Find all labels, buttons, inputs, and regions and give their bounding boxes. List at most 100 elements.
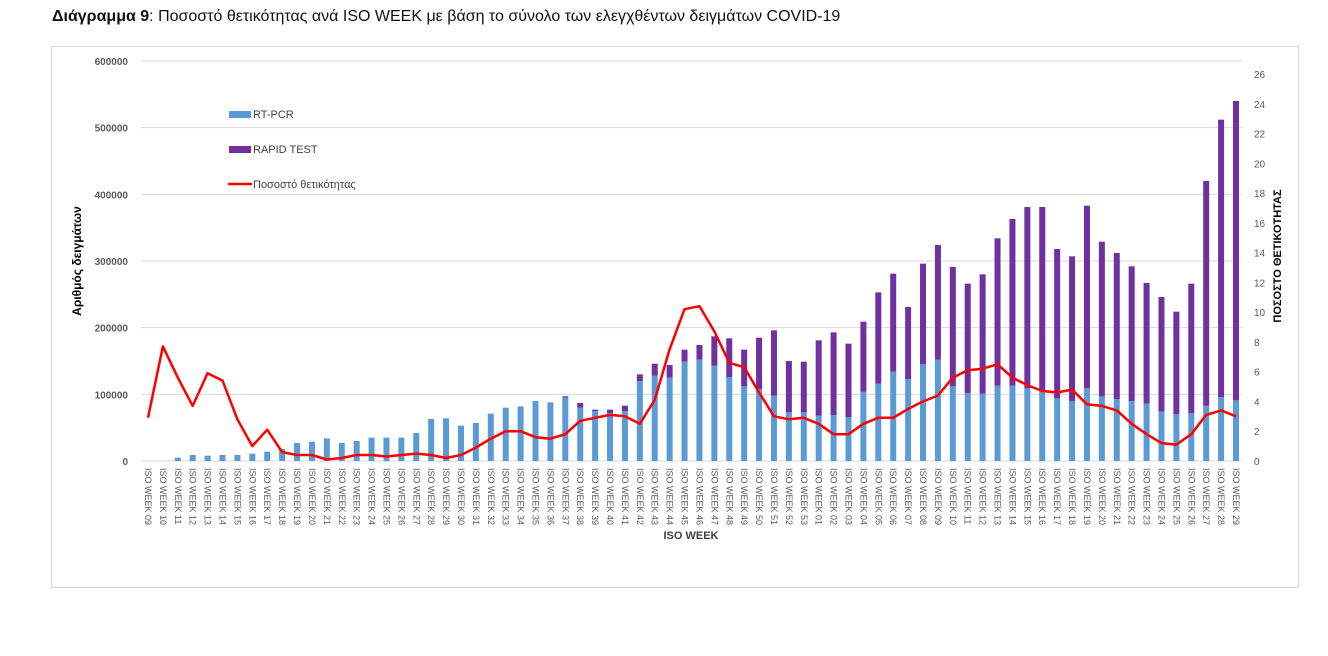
y2-tick-label: 22: [1254, 130, 1266, 141]
y2-tick-label: 26: [1254, 70, 1266, 81]
bar-rt-pcr: [1009, 385, 1016, 461]
bar-rapid-test: [1039, 207, 1046, 391]
x-tick-label: ISO WEEK 20: [1097, 468, 1107, 525]
x-tick-label: ISO WEEK 41: [620, 468, 630, 525]
bar-rapid-test: [666, 365, 673, 378]
y2-tick-label: 6: [1254, 368, 1260, 379]
x-tick-label: ISO WEEK 18: [1067, 468, 1077, 525]
bar-rapid-test: [756, 337, 763, 389]
bar-rt-pcr: [681, 361, 688, 461]
x-tick-label: ISO WEEK 51: [769, 468, 779, 525]
x-axis-ticks: ISO WEEK 09 ISO WEEK 10 ISO WEEK 11 ISO WEE…: [143, 468, 1241, 525]
x-tick-label: ISO WEEK 16: [247, 468, 257, 525]
x-tick-label: ISO WEEK 08: [918, 468, 928, 525]
x-tick-label: ISO WEEK 10: [948, 468, 958, 525]
bar-rapid-test: [890, 273, 897, 372]
x-tick-label: ISO WEEK 13: [203, 468, 213, 525]
y2-tick-label: 20: [1254, 159, 1266, 170]
legend-swatch-rt-pcr: [229, 111, 251, 118]
bar-rt-pcr: [905, 379, 912, 461]
bar-rapid-test: [1009, 219, 1016, 386]
bar-rapid-test: [785, 361, 792, 413]
y-tick-label: 400000: [95, 190, 129, 201]
x-tick-label: ISO WEEK 26: [396, 468, 406, 525]
x-tick-label: ISO WEEK 53: [799, 468, 809, 525]
bar-rt-pcr: [1039, 390, 1046, 461]
bar-rapid-test: [1143, 283, 1150, 404]
line-series: [146, 304, 1237, 461]
bar-rt-pcr: [1173, 414, 1180, 461]
x-tick-label: ISO WEEK 27: [411, 468, 421, 525]
y2-tick-label: 2: [1254, 427, 1260, 438]
x-tick-label: ISO WEEK 26: [1186, 468, 1196, 525]
y2-tick-label: 0: [1254, 457, 1260, 468]
bar-rapid-test: [1069, 256, 1076, 401]
bar-rt-pcr: [592, 411, 599, 461]
x-tick-label: ISO WEEK 47: [709, 468, 719, 525]
bar-rapid-test: [711, 336, 718, 366]
bar-rapid-test: [1054, 249, 1061, 399]
bar-rapid-test: [1233, 101, 1239, 401]
bar-rt-pcr: [457, 425, 464, 461]
y-tick-label: 600000: [95, 57, 129, 68]
x-tick-label: ISO WEEK 27: [1201, 468, 1211, 525]
bar-rt-pcr: [308, 441, 315, 461]
x-tick-label: ISO WEEK 24: [367, 468, 377, 525]
bar-rt-pcr: [920, 364, 927, 461]
bar-rapid-test: [905, 307, 912, 379]
x-tick-label: ISO WEEK 01: [814, 468, 824, 525]
bar-rapid-test: [830, 332, 837, 415]
bar-rt-pcr: [398, 437, 405, 461]
x-tick-label: ISO WEEK 44: [665, 468, 675, 525]
bar-rt-pcr: [323, 438, 330, 461]
x-tick-label: ISO WEEK 09: [143, 468, 153, 525]
x-tick-label: ISO WEEK 24: [1156, 468, 1166, 525]
bar-rt-pcr: [830, 415, 837, 461]
bar-rt-pcr: [875, 383, 882, 461]
bar-rt-pcr: [547, 402, 554, 461]
bar-rt-pcr: [562, 397, 569, 461]
bar-rt-pcr: [443, 418, 450, 461]
y2-tick-label: 12: [1254, 278, 1266, 289]
bar-rt-pcr: [294, 443, 301, 461]
bar-rt-pcr: [860, 391, 867, 461]
x-tick-label: ISO WEEK 28: [426, 468, 436, 525]
bar-rt-pcr: [621, 411, 628, 461]
bar-rt-pcr: [964, 393, 971, 461]
x-tick-label: ISO WEEK 38: [575, 468, 585, 525]
x-tick-label: ISO WEEK 10: [158, 468, 168, 525]
y2-tick-label: 18: [1254, 189, 1266, 200]
x-tick-label: ISO WEEK 19: [1082, 468, 1092, 525]
x-tick-label: ISO WEEK 37: [560, 468, 570, 525]
bar-rt-pcr: [934, 359, 941, 461]
y2-tick-label: 24: [1254, 100, 1266, 111]
bar-rt-pcr: [1098, 396, 1105, 461]
x-tick-label: ISO WEEK 22: [337, 468, 347, 525]
bar-rapid-test: [949, 267, 956, 387]
x-tick-label: ISO WEEK 14: [218, 468, 228, 525]
x-tick-label: ISO WEEK 07: [903, 468, 913, 525]
x-tick-label: ISO WEEK 25: [381, 468, 391, 525]
x-tick-label: ISO WEEK 21: [322, 468, 332, 525]
bar-rapid-test: [726, 338, 733, 377]
x-tick-label: ISO WEEK 46: [694, 468, 704, 525]
bar-rapid-test: [562, 396, 569, 398]
bar-rt-pcr: [413, 433, 420, 461]
bar-rt-pcr: [517, 406, 524, 461]
bar-rapid-test: [696, 345, 703, 360]
bar-rapid-test: [860, 321, 867, 392]
bar-rapid-test: [800, 361, 807, 413]
x-tick-label: ISO WEEK 45: [680, 468, 690, 525]
x-tick-label: ISO WEEK 15: [1022, 468, 1032, 525]
bar-rt-pcr: [651, 375, 658, 461]
x-axis-title: ISO WEEK: [663, 530, 718, 542]
bar-rt-pcr: [949, 386, 956, 461]
bar-rt-pcr: [979, 393, 986, 461]
bar-rapid-test: [681, 349, 688, 362]
bar-rapid-test: [1188, 283, 1195, 413]
bar-rt-pcr: [249, 453, 256, 461]
bar-rt-pcr: [383, 437, 390, 461]
bar-rt-pcr: [1083, 388, 1090, 461]
bar-rapid-test: [1024, 207, 1031, 389]
